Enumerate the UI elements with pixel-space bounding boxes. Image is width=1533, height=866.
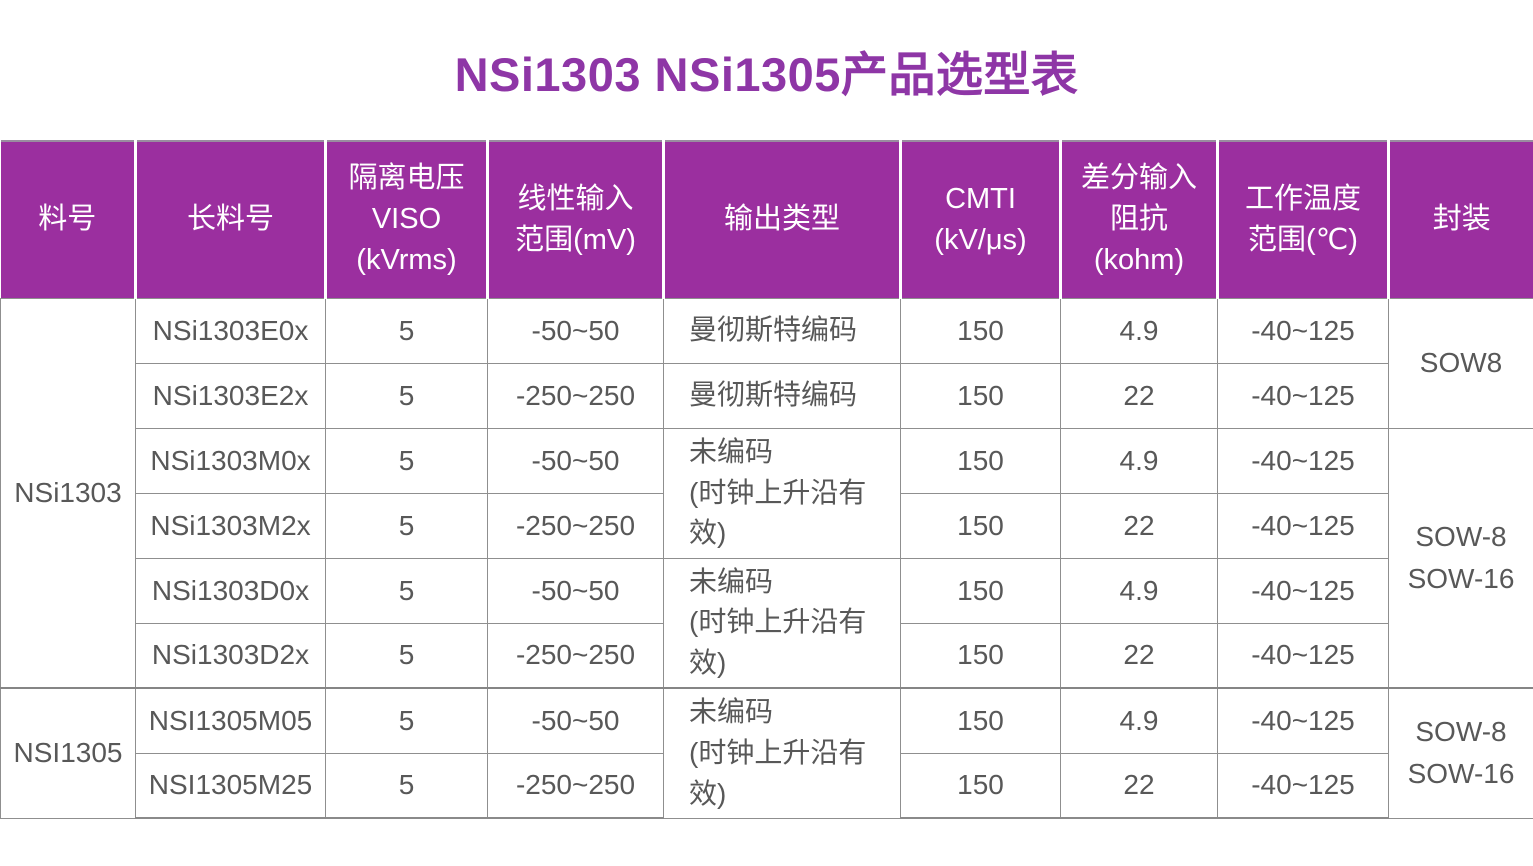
header-operating-temp-range: 工作温度 范围(℃) [1216,140,1389,298]
table-row: NSi1303M0x 5 -50~50 未编码 (时钟上升沿有效) 150 4.… [1,427,1533,689]
cell-package: SOW8 [1388,297,1533,429]
cell-temp-range: -40~125 [1217,557,1389,624]
header-isolation-voltage: 隔离电压 VISO (kVrms) [324,140,488,298]
header-row: 料号 长料号 隔离电压 VISO (kVrms) 线性输入 范围(mV) 输出类… [0,140,1533,298]
cell-viso: 5 [325,622,488,689]
cell-cmti: 150 [900,492,1061,559]
cell-temp-range: -40~125 [1217,427,1389,494]
cell-temp-range: -40~125 [1217,297,1389,364]
cell-output-type: 曼彻斯特编码 [663,362,901,429]
cell-linear-range: -50~50 [487,427,664,494]
table-row: NSI1305M25 5 -250~250 150 22 -40~125 [1,752,1533,819]
cell-linear-range: -50~50 [487,297,664,364]
cell-linear-range: -250~250 [487,362,664,429]
cell-viso: 5 [325,752,488,819]
cell-output-type: 未编码 (时钟上升沿有效) [663,687,901,819]
table-row: NSi1303D0x 5 -50~50 未编码 (时钟上升沿有效) 150 4.… [1,557,1533,689]
cell-impedance: 22 [1060,492,1218,559]
cell-viso: 5 [325,492,488,559]
cell-cmti: 150 [900,557,1061,624]
cell-long-part: NSI1305M05 [135,687,326,754]
cell-impedance: 4.9 [1060,427,1218,494]
cell-temp-range: -40~125 [1217,687,1389,754]
table-header: 料号 长料号 隔离电压 VISO (kVrms) 线性输入 范围(mV) 输出类… [0,140,1533,298]
cell-viso: 5 [325,557,488,624]
cell-long-part: NSi1303E0x [135,297,326,364]
header-output-type: 输出类型 [662,140,901,298]
cell-output-type: 曼彻斯特编码 [663,297,901,364]
cell-temp-range: -40~125 [1217,752,1389,819]
cell-part-group: NSI1305 [0,687,136,819]
table-row: NSi1303 NSi1303E0x 5 -50~50 曼彻斯特编码 150 4… [0,297,1533,689]
cell-output-type: 未编码 (时钟上升沿有效) [663,427,901,559]
cell-long-part: NSi1303M0x [135,427,326,494]
table-row: NSi1303M2x 5 -250~250 150 22 -40~125 [1,492,1533,559]
cell-impedance: 4.9 [1060,297,1218,364]
cell-long-part: NSI1305M25 [135,752,326,819]
cell-cmti: 150 [900,752,1061,819]
cell-impedance: 22 [1060,622,1218,689]
title-bar: NSi1303 NSi1305产品选型表 [0,0,1533,140]
header-long-part-number: 长料号 [134,140,326,298]
table-row: NSi1303E2x 5 -250~250 曼彻斯特编码 150 22 -40~… [1,362,1533,429]
header-linear-input-range: 线性输入 范围(mV) [486,140,664,298]
table-row: NSi1303D2x 5 -250~250 150 22 -40~125 [1,622,1533,689]
cell-impedance: 4.9 [1060,557,1218,624]
table-row: NSI1305 NSI1305M05 5 -50~50 未编码 (时钟上升沿有效… [0,687,1533,819]
cell-linear-range: -250~250 [487,492,664,559]
cell-linear-range: -50~50 [487,687,664,754]
cell-long-part: NSi1303D2x [135,622,326,689]
cell-cmti: 150 [900,622,1061,689]
cell-package: SOW-8 SOW-16 [1388,427,1533,689]
cell-linear-range: -250~250 [487,752,664,819]
cell-viso: 5 [325,427,488,494]
cell-impedance: 4.9 [1060,687,1218,754]
header-part-number: 料号 [0,140,136,298]
cell-long-part: NSi1303E2x [135,362,326,429]
cell-long-part: NSi1303D0x [135,557,326,624]
header-differential-impedance: 差分输入 阻抗 (kohm) [1059,140,1218,298]
cell-viso: 5 [325,687,488,754]
cell-temp-range: -40~125 [1217,362,1389,429]
product-selection-table: 料号 长料号 隔离电压 VISO (kVrms) 线性输入 范围(mV) 输出类… [0,140,1533,819]
cell-temp-range: -40~125 [1217,492,1389,559]
cell-cmti: 150 [900,297,1061,364]
page-title: NSi1303 NSi1305产品选型表 [454,47,1079,101]
cell-impedance: 22 [1060,362,1218,429]
cell-output-type: 未编码 (时钟上升沿有效) [663,557,901,689]
cell-linear-range: -250~250 [487,622,664,689]
cell-linear-range: -50~50 [487,557,664,624]
cell-viso: 5 [325,297,488,364]
header-package: 封装 [1387,140,1533,298]
cell-cmti: 150 [900,687,1061,754]
cell-long-part: NSi1303M2x [135,492,326,559]
cell-cmti: 150 [900,427,1061,494]
table-body: NSi1303 NSi1303E0x 5 -50~50 曼彻斯特编码 150 4… [0,297,1533,819]
cell-viso: 5 [325,362,488,429]
cell-temp-range: -40~125 [1217,622,1389,689]
cell-impedance: 22 [1060,752,1218,819]
cell-part-group: NSi1303 [0,297,136,689]
cell-cmti: 150 [900,362,1061,429]
header-cmti: CMTI (kV/μs) [899,140,1061,298]
cell-package: SOW-8 SOW-16 [1388,687,1533,819]
